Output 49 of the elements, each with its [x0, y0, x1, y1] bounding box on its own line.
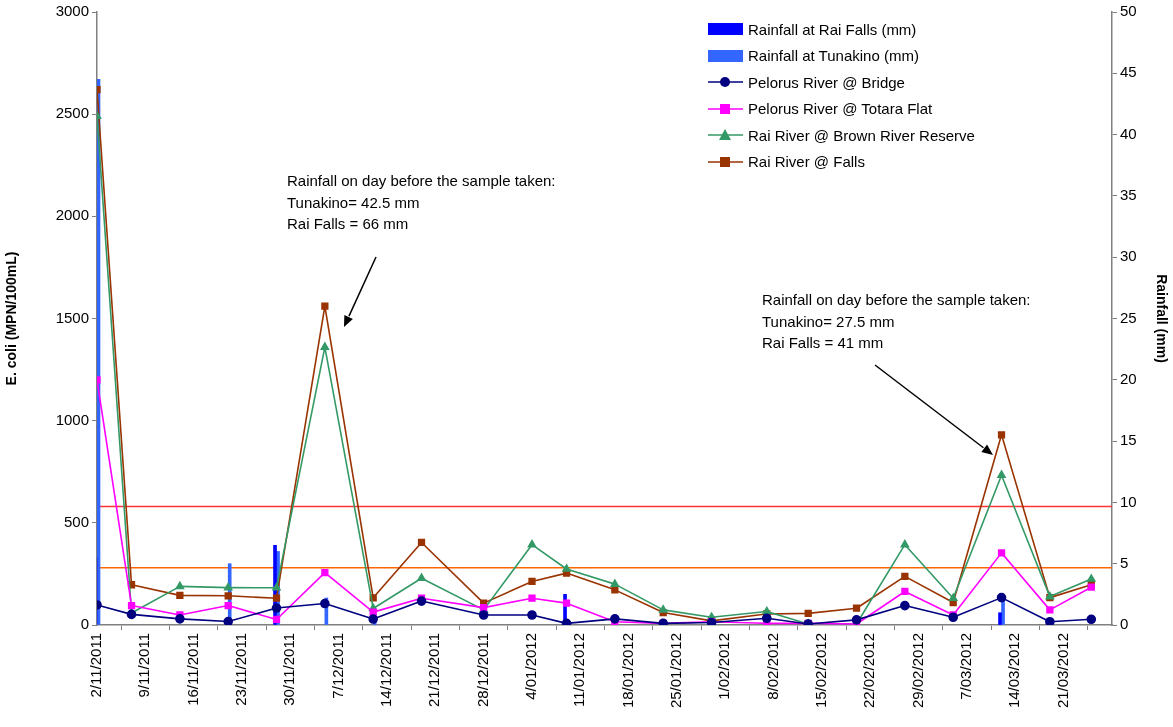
- y-tick-label: 1000: [55, 410, 89, 428]
- y2-tick-label: 10: [1120, 492, 1137, 510]
- y2-tick-label: 45: [1120, 63, 1137, 81]
- x-tick-label: 7/12/2011: [328, 633, 346, 699]
- y-tick-label: 2500: [55, 104, 89, 122]
- y2-tick-label: 0: [1120, 615, 1129, 633]
- x-tick-label: 8/02/2012: [763, 633, 781, 700]
- x-tick-label: 21/12/2011: [425, 633, 443, 707]
- x-tick-label: 14/03/2012: [1005, 633, 1023, 709]
- x-tick-label: 18/01/2012: [618, 633, 636, 709]
- y-tick-label: 2000: [55, 206, 89, 224]
- y2-tick-label: 15: [1120, 431, 1137, 449]
- x-tick-label: 30/11/2011: [280, 633, 298, 706]
- x-tick-label: 22/02/2012: [860, 633, 878, 709]
- legend-label: Rainfall at Rai Falls (mm): [748, 20, 917, 38]
- y-tick-label: 1500: [55, 308, 89, 326]
- x-tick-label: 23/11/2011: [232, 633, 250, 706]
- y2-tick-label: 20: [1120, 369, 1137, 387]
- annotation: Rainfall on day before the sample taken: Tunakino= 42.5 mm Rai Falls = 66 mm: [287, 172, 556, 232]
- x-tick-label: 16/11/2011: [183, 633, 201, 706]
- legend-label: Rainfall at Tunakino (mm): [748, 47, 919, 65]
- legend-label: Rai River @ Brown River Reserve: [748, 126, 975, 144]
- y-tick-label: 0: [80, 615, 89, 633]
- y-axis-title: E. coli (MPN/100mL): [3, 251, 20, 386]
- annotation: Rainfall on day before the sample taken: Tunakino= 27.5 mm Rai Falls = 41 mm: [762, 291, 1031, 351]
- y2-tick-label: 40: [1120, 124, 1137, 142]
- legend-label: Rai River @ Falls: [748, 153, 865, 171]
- x-tick-label: 1/02/2012: [715, 633, 733, 700]
- x-tick-label: 4/01/2012: [522, 633, 540, 700]
- legend-label: Pelorus River @ Totara Flat: [748, 100, 933, 118]
- x-tick-label: 25/01/2012: [667, 633, 685, 709]
- x-tick-label: 28/12/2011: [473, 633, 491, 707]
- x-tick-label: 29/02/2012: [908, 633, 926, 709]
- x-tick-label: 2/11/2011: [87, 633, 105, 698]
- x-tick-label: 15/02/2012: [812, 633, 830, 709]
- x-tick-label: 21/03/2012: [1053, 633, 1071, 709]
- y-tick-label: 500: [63, 512, 89, 530]
- y-tick-label: 3000: [55, 2, 89, 20]
- y2-axis-title: Rainfall (mm): [1153, 274, 1170, 363]
- x-tick-label: 14/12/2011: [377, 633, 395, 707]
- legend-label: Pelorus River @ Bridge: [748, 73, 905, 91]
- y2-tick-label: 50: [1120, 2, 1137, 20]
- y2-tick-label: 30: [1120, 247, 1137, 265]
- y2-tick-label: 35: [1120, 186, 1137, 204]
- x-tick-label: 9/11/2011: [135, 633, 153, 698]
- x-tick-label: 11/01/2012: [570, 633, 588, 707]
- y2-tick-label: 5: [1120, 553, 1129, 571]
- y2-tick-label: 25: [1120, 308, 1137, 326]
- x-tick-label: 7/03/2012: [957, 633, 975, 700]
